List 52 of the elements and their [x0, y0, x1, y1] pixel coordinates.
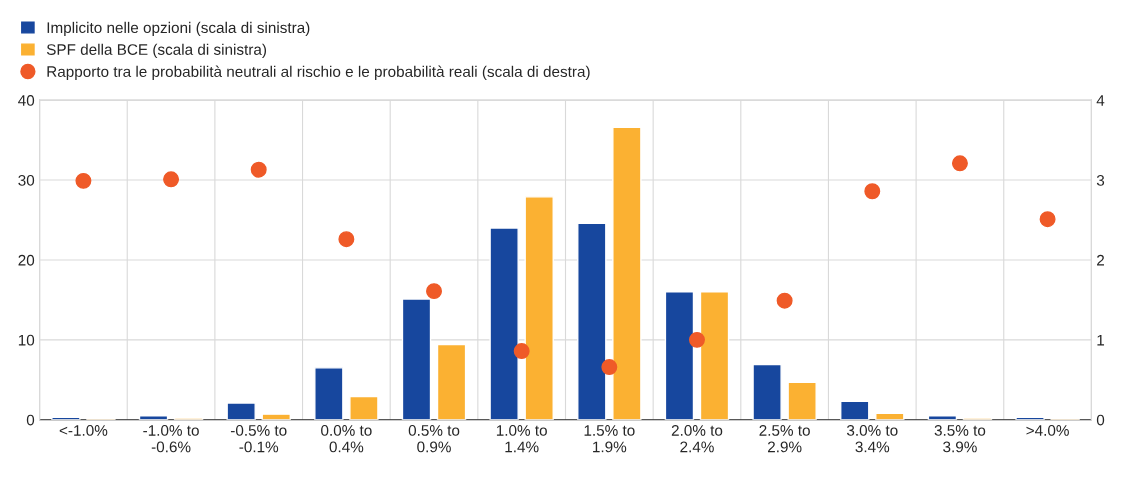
point — [951, 155, 968, 172]
x-tick-label: 3.0% to 3.4% — [846, 425, 898, 453]
bar — [664, 291, 695, 420]
bar — [436, 343, 467, 420]
x-tick-label: -1.0% to -0.6% — [143, 425, 199, 453]
bar — [314, 367, 344, 420]
bar — [489, 227, 519, 420]
x-tick-label: 0.5% to 0.9% — [408, 425, 460, 453]
point — [513, 343, 530, 360]
bar — [752, 363, 782, 420]
bar — [524, 196, 554, 420]
point — [1039, 211, 1056, 228]
x-tick-label: >4.0% — [1026, 425, 1069, 436]
bar — [840, 400, 870, 420]
x-tick-label: 3.5% to 3.9% — [934, 425, 986, 453]
bar — [699, 291, 730, 420]
y2-tick-label: 0 — [1096, 414, 1105, 426]
legend-label: Implicito nelle opzioni (scala di sinistra) — [47, 21, 310, 37]
y2-tick-label: 3 — [1096, 174, 1105, 186]
point — [75, 172, 92, 189]
y2-tick-label: 4 — [1096, 95, 1105, 106]
point — [689, 331, 705, 348]
y-tick-label: 10 — [18, 334, 35, 346]
y2-tick-label: 2 — [1097, 254, 1105, 266]
bar — [787, 381, 817, 420]
legend-label: SPF della BCE (scala di sinistra) — [46, 43, 267, 58]
point — [163, 171, 180, 188]
x-tick-label: 1.0% to 1.4% — [496, 425, 547, 453]
x-tick-label: 0.0% to 0.4% — [321, 425, 372, 453]
bar — [349, 395, 379, 420]
x-tick-label: <-1.0% — [59, 425, 108, 436]
point — [338, 231, 355, 248]
point — [250, 161, 267, 178]
x-tick-label: -0.5% to -0.1% — [230, 425, 287, 453]
bar — [612, 126, 642, 420]
y-tick-label: 40 — [18, 95, 35, 106]
bar — [261, 413, 291, 420]
point — [426, 283, 442, 300]
x-tick-label: 2.0% to 2.4% — [671, 425, 723, 453]
point — [864, 183, 881, 200]
y2-tick-label: 1 — [1097, 334, 1105, 346]
bar — [577, 222, 607, 420]
point — [776, 292, 793, 309]
point — [601, 359, 618, 376]
bar — [401, 298, 432, 420]
y-tick-label: 20 — [18, 254, 35, 266]
legend-label: Rapporto tra le probabilità neutrali al rischio e le probabilità reali (scala di destra) — [47, 65, 590, 81]
y-tick-label: 0 — [26, 414, 35, 426]
y-tick-label: 30 — [18, 174, 35, 186]
x-tick-label: 2.5% to 2.9% — [759, 425, 810, 453]
bar — [226, 402, 256, 420]
x-tick-label: 1.5% to 1.9% — [584, 425, 635, 453]
